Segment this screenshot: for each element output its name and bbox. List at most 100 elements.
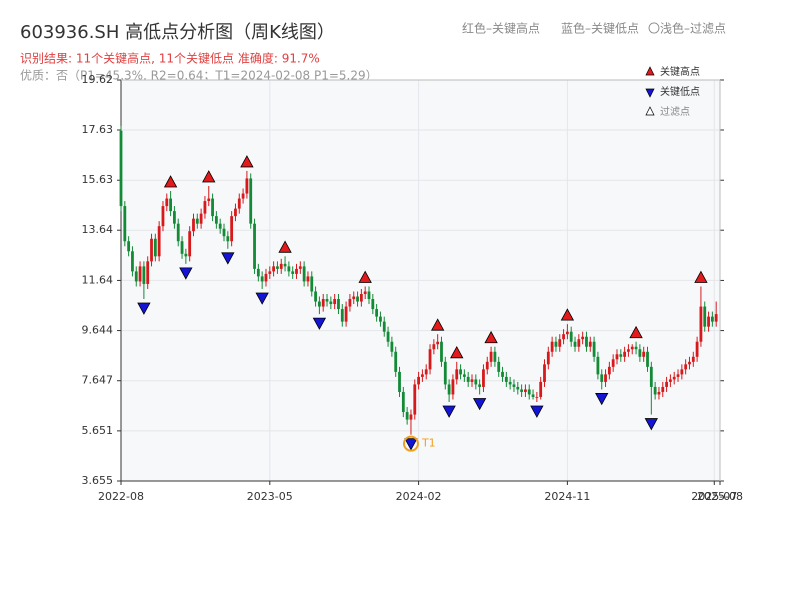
candle-body [260, 276, 264, 282]
x-tick-label: 2022-08 [98, 490, 144, 503]
legend-swatch [645, 106, 655, 116]
x-tick-label: 2025-08 [697, 490, 743, 503]
candle-body [241, 193, 245, 199]
candle-body [669, 379, 672, 382]
candle-body [413, 384, 417, 415]
candle-body [562, 334, 565, 340]
candle-body [329, 301, 333, 305]
key-low-marker [644, 418, 658, 431]
candle-body [333, 299, 337, 305]
candle-body [688, 361, 691, 365]
candle-body [527, 389, 531, 395]
top-legend: 红色–关键高点 [462, 21, 540, 36]
candle-body [512, 384, 516, 387]
candle-body [646, 351, 649, 367]
candle-body [207, 198, 211, 202]
candle-body [314, 291, 317, 302]
candle-body [497, 361, 501, 372]
candle-body [138, 266, 142, 282]
candle-body [253, 223, 256, 269]
candle-body [199, 213, 203, 224]
t1-label: T1 [421, 437, 436, 450]
candle-body [173, 211, 176, 224]
candle-body [150, 238, 153, 262]
candle-body [337, 299, 340, 310]
key-high-marker [430, 318, 445, 331]
candle-body [466, 376, 470, 382]
key-high-marker [278, 240, 292, 253]
candle-body [363, 291, 367, 295]
key-low-marker [472, 398, 487, 411]
y-tick-label: 7.647 [82, 374, 114, 387]
candle-body [123, 206, 127, 242]
candle-body [535, 396, 539, 398]
candle-body [524, 389, 527, 392]
y-tick-label: 15.63 [82, 173, 114, 186]
candle-body [596, 356, 600, 375]
y-tick-label: 17.63 [82, 123, 114, 136]
candle-body [184, 253, 188, 257]
candle-body [482, 369, 485, 387]
y-tick-label: 19.62 [82, 73, 114, 86]
candle-body [382, 321, 386, 332]
candle-body [627, 349, 630, 352]
candle-body [699, 306, 703, 342]
candle-body [302, 266, 306, 282]
candle-body [600, 374, 604, 382]
candle-body [283, 263, 287, 267]
candle-body [317, 301, 321, 307]
candle-body [321, 299, 325, 307]
candle-body [153, 238, 157, 257]
candle-body [405, 412, 409, 420]
candle-body [447, 384, 451, 395]
candle-body [520, 389, 524, 392]
candle-body [222, 228, 226, 237]
candle-body [421, 374, 424, 377]
candle-body [619, 354, 623, 357]
candle-body [649, 366, 653, 387]
chart-subtitle: 识别结果: 11个关键高点, 11个关键低点 准确度: 91.7% [20, 51, 320, 66]
candle-body [676, 374, 680, 377]
candle-body [615, 354, 619, 360]
key-high-marker [694, 270, 708, 283]
candle-body [485, 361, 489, 370]
top-legend: 〇浅色–过滤点 [648, 22, 726, 36]
x-tick-label: 2024-02 [396, 490, 442, 503]
candle-body [710, 316, 714, 322]
key-high-marker [484, 330, 498, 344]
key-high-marker [560, 308, 575, 321]
candle-body [703, 306, 707, 327]
candle-body [249, 178, 253, 224]
candle-body [592, 341, 596, 357]
candle-body [295, 268, 298, 274]
y-tick-label: 5.651 [82, 424, 114, 437]
candle-body [348, 299, 352, 307]
candle-body [234, 208, 237, 217]
key-low-marker [530, 405, 544, 418]
candle-body [428, 349, 432, 370]
candle-body [279, 263, 283, 269]
candle-body [264, 273, 268, 282]
candle-body [558, 339, 562, 347]
candle-body [134, 271, 138, 282]
candle-body [245, 178, 249, 194]
candle-body [237, 198, 241, 209]
candle-body [607, 366, 611, 375]
candle-body [554, 341, 558, 347]
key-low-marker [179, 267, 193, 280]
key-high-marker [202, 170, 216, 183]
key-high-marker [358, 270, 372, 283]
candle-body [443, 361, 447, 385]
candle-body [180, 241, 184, 254]
candle-body [588, 341, 592, 347]
y-tick-label: 13.64 [82, 223, 114, 236]
candle-body [714, 314, 718, 322]
candle-body [352, 296, 356, 300]
key-low-marker [221, 252, 235, 265]
chart-note: 优质：否（P1=45.3%, R2=0.64；T1=2024-02-08 P1=… [20, 69, 378, 83]
candle-body [657, 391, 661, 395]
candle-body [661, 386, 665, 392]
x-tick-label: 2023-05 [247, 490, 293, 503]
candle-body [565, 331, 569, 335]
candle-body [470, 379, 474, 382]
